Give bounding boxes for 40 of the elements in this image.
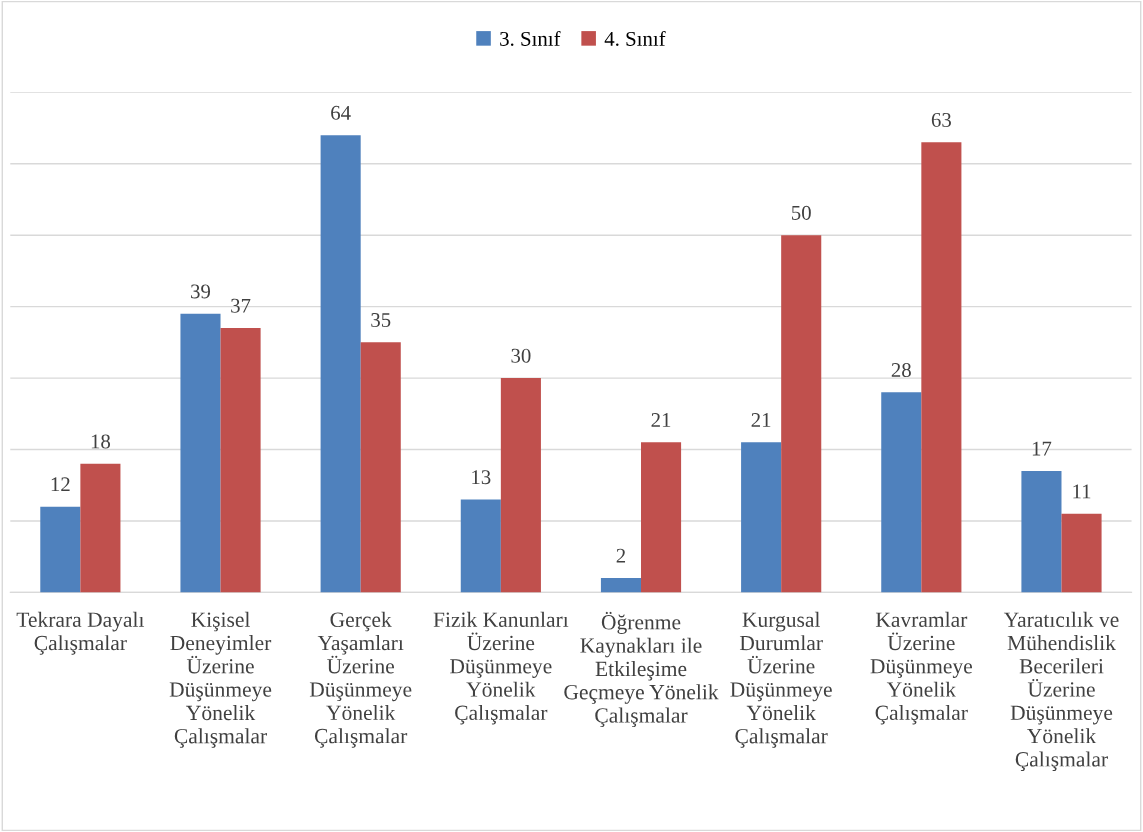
x-tick-label: Yaratıcılık ve Mühendislik Becerileri Üzerine Düşünmeye Yönelik Çalışmalar bbox=[1003, 611, 1119, 771]
x-tick-label: Gerçek Yaşamları Üzerine Düşünmeye Yönelik Çalışmalar bbox=[309, 611, 412, 748]
x-tick-label: Kurgusal Durumlar Üzerine Düşünmeye Yönelik Çalışmalar bbox=[730, 611, 832, 748]
bar bbox=[1061, 513, 1102, 593]
x-tick-label: Tekrara Dayalı Çalışmalar bbox=[16, 611, 145, 655]
bar bbox=[500, 378, 541, 593]
legend-label: 3. Sınıf bbox=[500, 31, 561, 46]
bar bbox=[40, 506, 81, 593]
data-label: 37 bbox=[231, 298, 251, 313]
bar bbox=[881, 392, 922, 593]
data-label: 39 bbox=[191, 284, 211, 299]
data-label: 63 bbox=[931, 113, 951, 128]
x-tick-label: Kavramlar Üzerine Düşünmeye Yönelik Çalışmalar bbox=[870, 611, 972, 725]
bar bbox=[80, 463, 121, 593]
data-label: 30 bbox=[511, 348, 531, 363]
data-label: 11 bbox=[1073, 484, 1091, 499]
data-label: 13 bbox=[472, 470, 491, 485]
bar bbox=[781, 235, 822, 593]
data-label: 35 bbox=[371, 313, 391, 328]
bar bbox=[921, 142, 962, 593]
x-tick-label: Kişisel Deneyimler Üzerine Düşünmeye Yönelik Çalışmalar bbox=[169, 611, 272, 748]
data-label: 18 bbox=[91, 434, 111, 449]
bar bbox=[220, 328, 261, 593]
bar bbox=[641, 442, 682, 593]
data-label: 17 bbox=[1032, 441, 1052, 456]
bar bbox=[320, 135, 361, 593]
bar bbox=[741, 442, 782, 593]
data-label: 12 bbox=[51, 477, 70, 492]
data-label: 21 bbox=[751, 413, 771, 427]
bar bbox=[180, 313, 221, 593]
data-label: 64 bbox=[331, 105, 351, 120]
data-label: 2 bbox=[616, 548, 626, 563]
legend-label: 4. Sınıf bbox=[604, 31, 666, 46]
bar bbox=[600, 578, 642, 593]
bar bbox=[1021, 470, 1062, 593]
data-label: 50 bbox=[792, 205, 811, 220]
bar bbox=[460, 499, 501, 593]
bar bbox=[360, 342, 401, 593]
data-label: 21 bbox=[651, 413, 671, 427]
data-label: 28 bbox=[891, 362, 911, 378]
